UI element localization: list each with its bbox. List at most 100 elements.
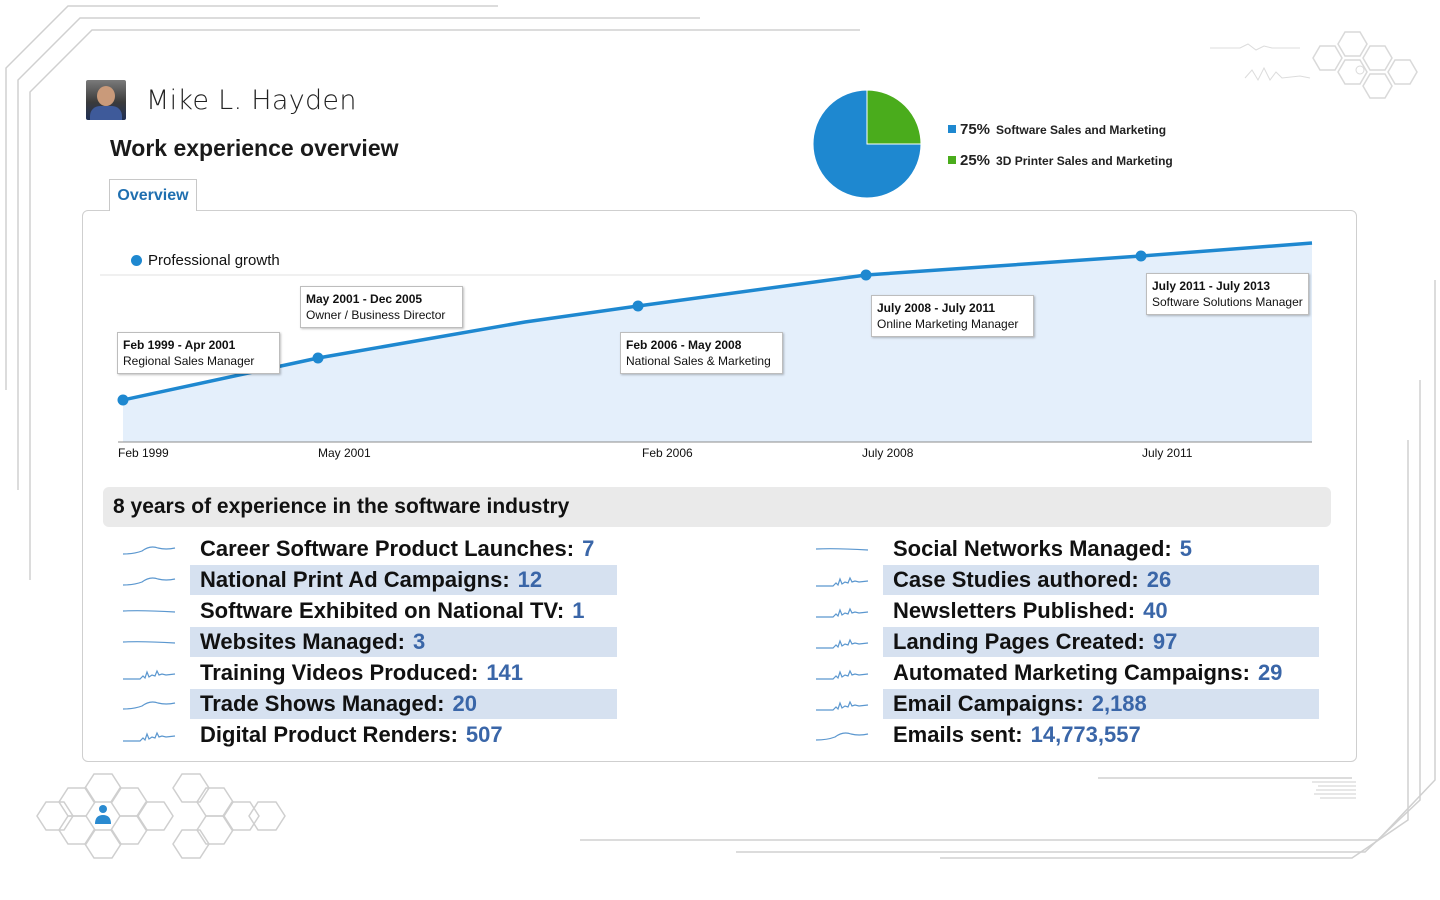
legend-label: Professional growth [148,252,280,269]
stat-row: Training Videos Produced: 141 [122,657,617,688]
sparkline-icon [816,576,869,587]
stat-row: Career Software Product Launches: 7 [122,533,617,564]
sparkline-icon [122,700,176,710]
stat-text: Emails sent: 14,773,557 [883,720,1319,750]
stat-value: 5 [1179,535,1192,561]
pie-chart [812,89,922,199]
stats-column-right: Social Networks Managed: 5 Case Studies au… [815,533,1319,750]
stat-row: Automated Marketing Campaigns: 29 [815,657,1319,688]
stat-row: Websites Managed: 3 [122,626,617,657]
stat-row: Landing Pages Created: 97 [815,626,1319,657]
sparkline-icon [816,669,869,680]
sparkline-icon [816,607,869,618]
stat-label: Software Exhibited on National TV: [200,597,565,623]
stat-label: Automated Marketing Campaigns: [893,659,1250,685]
growth-point [1135,250,1147,262]
stat-row: Social Networks Managed: 5 [815,533,1319,564]
sparkline-icon [816,700,869,711]
stat-value: 3 [412,628,426,654]
sparkline-icon [122,576,176,586]
stat-value: 97 [1152,628,1178,654]
stat-value: 7 [582,535,595,561]
sparkline-icon [123,669,176,680]
stat-value: 507 [465,721,503,747]
pie-legend-item-2: 25% 3D Printer Sales and Marketing [948,152,1173,169]
stat-value: 26 [1146,566,1172,592]
pie-slice [812,89,922,199]
stat-value: 29 [1257,659,1283,685]
x-axis-tick: July 2008 [862,446,914,460]
milestone-callout: July 2011 - July 2013 Software Solutions… [1146,273,1309,315]
page-title: Work experience overview [110,135,399,161]
stat-label: Websites Managed: [200,628,405,654]
stat-label: Digital Product Renders: [200,721,458,747]
stat-text: Newsletters Published: 40 [883,596,1319,626]
stat-text: Trade Shows Managed: 20 [190,688,617,719]
chart-legend: Professional growth [131,252,280,269]
sparkline-icon [122,545,176,555]
pie-legend-item-1: 75% Software Sales and Marketing [948,121,1166,138]
x-axis-tick: July 2011 [1142,446,1193,460]
person-icon [95,805,111,824]
stat-text: Email Campaigns: 2,188 [883,688,1319,719]
stat-value: 2,188 [1091,690,1147,716]
stat-row: Newsletters Published: 40 [815,595,1319,626]
growth-point [632,300,644,312]
legend-dot [131,255,142,266]
stat-row: Emails sent: 14,773,557 [815,719,1319,750]
stat-label: Career Software Product Launches: [200,535,575,561]
stat-row: Digital Product Renders: 507 [122,719,617,750]
stat-text: Automated Marketing Campaigns: 29 [883,658,1319,688]
milestone-callout: Feb 1999 - Apr 2001 Regional Sales Manag… [117,332,280,374]
hexagon-decoration-top [1312,31,1418,99]
stat-value: 12 [517,566,543,592]
profile-name: Mike L. Hayden [146,84,357,116]
stat-row: Email Campaigns: 2,188 [815,688,1319,719]
pie-swatch-2 [948,156,956,164]
stat-label: Training Videos Produced: [200,659,479,685]
experience-summary-heading: 8 years of experience in the software in… [103,487,1331,527]
milestone-callout: May 2001 - Dec 2005 Owner / Business Dir… [300,286,463,328]
stat-label: Trade Shows Managed: [200,690,445,716]
stat-label: Case Studies authored: [893,566,1139,592]
growth-point [860,269,872,281]
pie-swatch-1 [948,125,956,133]
growth-point [312,352,324,364]
stat-text: Training Videos Produced: 141 [190,658,617,688]
stat-row: National Print Ad Campaigns: 12 [122,564,617,595]
stat-text: Digital Product Renders: 507 [190,720,617,750]
stat-value: 141 [486,659,524,685]
stat-label: Emails sent: [893,721,1023,747]
stat-label: Newsletters Published: [893,597,1136,623]
sparkline-icon [815,731,869,741]
pie-slice [866,89,922,145]
stat-value: 14,773,557 [1030,721,1141,747]
stats-column-left: Career Software Product Launches: 7 Nation… [122,533,617,750]
sparkline-icon [123,731,176,742]
sparkline-icon [122,640,176,644]
stat-text: Websites Managed: 3 [190,626,617,657]
stat-label: Social Networks Managed: [893,535,1172,561]
x-axis-tick: Feb 2006 [642,446,693,460]
stat-row: Trade Shows Managed: 20 [122,688,617,719]
stat-text: Software Exhibited on National TV: 1 [190,596,617,626]
stat-label: Email Campaigns: [893,690,1084,716]
milestone-callout: Feb 2006 - May 2008 National Sales & Mar… [620,332,783,374]
stat-text: Career Software Product Launches: 7 [190,534,617,564]
avatar [86,80,126,120]
growth-point [117,394,129,406]
x-axis-tick: May 2001 [318,446,371,460]
stat-row: Case Studies authored: 26 [815,564,1319,595]
stat-text: National Print Ad Campaigns: 12 [190,564,617,595]
x-axis-tick: Feb 1999 [118,446,169,460]
stat-row: Software Exhibited on National TV: 1 [122,595,617,626]
stat-value: 1 [572,597,585,623]
stat-text: Landing Pages Created: 97 [883,626,1319,657]
stat-value: 20 [452,690,477,716]
milestone-callout: July 2008 - July 2011 Online Marketing M… [871,295,1034,337]
tab-overview[interactable]: Overview [109,179,197,211]
hexagon-decoration-bottom [36,773,286,859]
stat-label: National Print Ad Campaigns: [200,566,510,592]
stat-text: Case Studies authored: 26 [883,564,1319,595]
sparkline-icon [122,609,176,613]
